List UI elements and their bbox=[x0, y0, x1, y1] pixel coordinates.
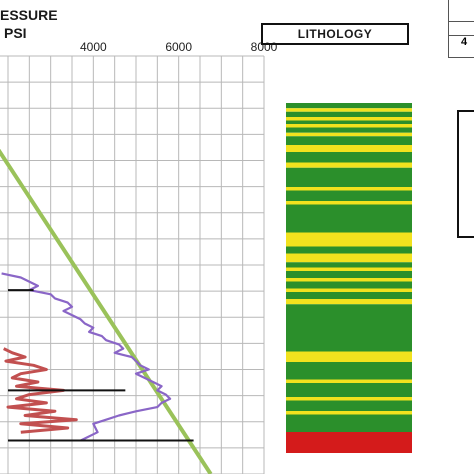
lithology-layer-shale bbox=[286, 383, 412, 397]
lithology-layer-shale bbox=[286, 190, 412, 201]
lithology-layer-shale bbox=[286, 204, 412, 233]
lithology-layer-shale bbox=[286, 400, 412, 411]
lithology-layer-shale bbox=[286, 271, 412, 278]
lithology-layer-sand bbox=[286, 232, 412, 247]
table-cell bbox=[448, 0, 474, 22]
lithology-layer-shale bbox=[286, 246, 412, 254]
lithology-layer-shale bbox=[286, 152, 412, 163]
fracture-gradient-line bbox=[0, 148, 213, 474]
lithology-layer-sand bbox=[286, 162, 412, 168]
table-cell-value: 4 bbox=[448, 36, 474, 58]
lithology-layer-sand bbox=[286, 351, 412, 362]
table-cell bbox=[448, 22, 474, 36]
lithology-layer-shale bbox=[286, 362, 412, 380]
lithology-layer-shale bbox=[286, 262, 412, 268]
lithology-layer-shale bbox=[286, 281, 412, 289]
lithology-layer-sand bbox=[286, 411, 412, 415]
lithology-layer-shale bbox=[286, 120, 412, 124]
pressure-title-line1: ESSURE bbox=[0, 7, 58, 23]
lithology-layer-shale bbox=[286, 414, 412, 432]
lithology-title-box: LITHOLOGY bbox=[261, 23, 409, 45]
pore-pressure-line bbox=[1, 272, 172, 442]
table-fragment: 4 bbox=[448, 0, 474, 60]
lithology-layer-red-bed bbox=[286, 432, 412, 453]
lithology-layer-shale bbox=[286, 304, 412, 352]
lithology-layer-sand bbox=[286, 145, 412, 152]
lithology-layer-shale bbox=[286, 111, 412, 117]
lithology-layer-sand bbox=[286, 201, 412, 205]
pressure-title-line2: PSI bbox=[4, 25, 27, 41]
lithology-layer-sand bbox=[286, 397, 412, 401]
lithology-layer-sand bbox=[286, 132, 412, 137]
x-tick-label: 4000 bbox=[80, 40, 107, 54]
lithology-layer-sand bbox=[286, 117, 412, 121]
x-tick-label: 6000 bbox=[165, 40, 192, 54]
lithology-layer-sand bbox=[286, 267, 412, 271]
lithology-layer-sand bbox=[286, 288, 412, 292]
lithology-layer-sand bbox=[286, 253, 412, 263]
lithology-layer-shale bbox=[286, 292, 412, 299]
lithology-layer-shale bbox=[286, 136, 412, 145]
lithology-layer-sand bbox=[286, 299, 412, 305]
lithology-layer-shale bbox=[286, 167, 412, 187]
lithology-layer-sand bbox=[286, 124, 412, 128]
lithology-column bbox=[286, 103, 412, 453]
lithology-layer-shale bbox=[286, 127, 412, 133]
lithology-layer-sand bbox=[286, 278, 412, 282]
lithology-layer-sand bbox=[286, 187, 412, 191]
lithology-title: LITHOLOGY bbox=[297, 27, 373, 41]
lithology-layer-shale bbox=[286, 103, 412, 109]
lithology-layer-sand bbox=[286, 379, 412, 383]
legend-box-fragment bbox=[457, 110, 474, 238]
lithology-layer-sand bbox=[286, 108, 412, 112]
